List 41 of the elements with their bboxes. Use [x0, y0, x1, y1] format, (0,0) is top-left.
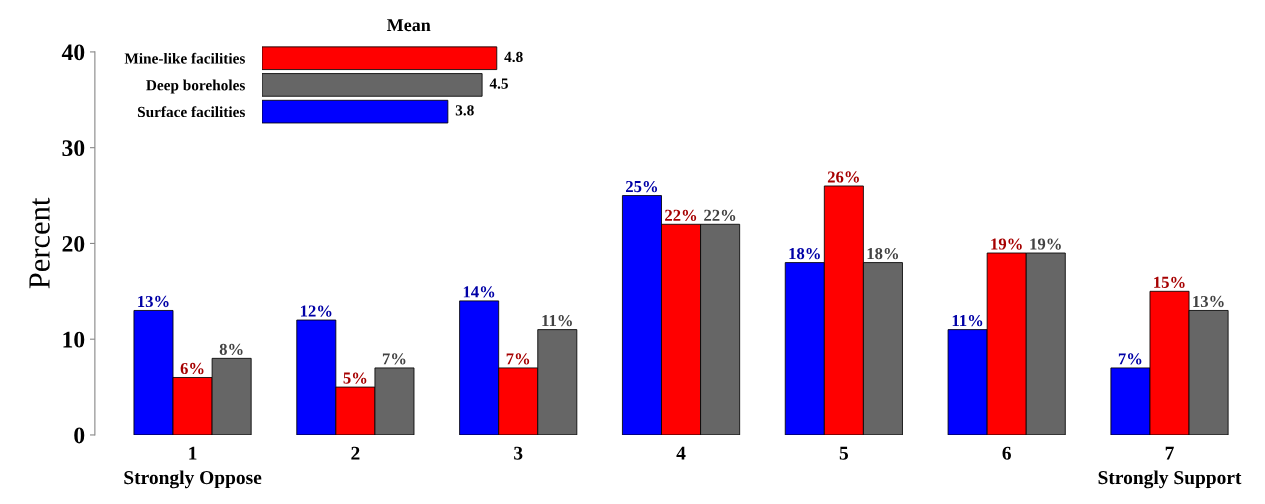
y-tick-label: 20 — [62, 235, 85, 252]
data-label: 22% — [665, 209, 697, 221]
y-tick-label: Mine-like facilities — [124, 52, 245, 64]
data-label: 4.8 — [504, 51, 523, 63]
y-tick-label: 0 — [74, 427, 85, 444]
data-label: 19% — [991, 238, 1022, 250]
data-label: 14% — [463, 286, 495, 298]
data-label: 8% — [219, 343, 243, 356]
y-tick-label: 40 — [61, 44, 85, 61]
x-tick-label: 6 — [1002, 446, 1011, 460]
data-label: 18% — [789, 247, 820, 260]
x-tick-label: 3 — [514, 446, 523, 460]
chart-title: Mean — [386, 19, 431, 32]
y-axis-title: Percent — [29, 197, 50, 289]
data-label: 18% — [867, 247, 899, 260]
y-tick-label: 10 — [63, 331, 85, 348]
data-label: 26% — [827, 171, 859, 183]
data-label: 7% — [382, 353, 406, 365]
x-tick-label: 4 — [676, 446, 686, 460]
x-tick-label: 7 Strongly Support — [1098, 446, 1242, 489]
x-tick-label: 5 — [839, 446, 849, 460]
x-tick-label: 2 — [351, 446, 360, 460]
data-label: 6% — [180, 362, 204, 375]
data-label: 5% — [343, 372, 367, 384]
data-label: 11% — [542, 314, 572, 327]
data-label: 25% — [626, 180, 658, 193]
data-label: 7% — [1118, 353, 1142, 365]
y-tick-label: 30 — [62, 140, 85, 157]
data-label: 13% — [1193, 295, 1224, 308]
data-label: 7% — [506, 353, 530, 365]
data-label: 4.5 — [489, 78, 508, 89]
x-tick-label: 1 Strongly Oppose — [124, 446, 262, 489]
data-label: 19% — [1030, 238, 1061, 250]
data-label: 13% — [138, 295, 169, 308]
y-tick-label: Deep boreholes — [146, 79, 245, 94]
data-label: 15% — [1154, 276, 1185, 288]
y-tick-label: Surface facilities — [137, 106, 245, 118]
data-label: 11% — [952, 314, 983, 327]
data-label: 3.8 — [455, 105, 474, 116]
data-label: 12% — [300, 305, 332, 317]
data-label: 22% — [704, 209, 736, 221]
